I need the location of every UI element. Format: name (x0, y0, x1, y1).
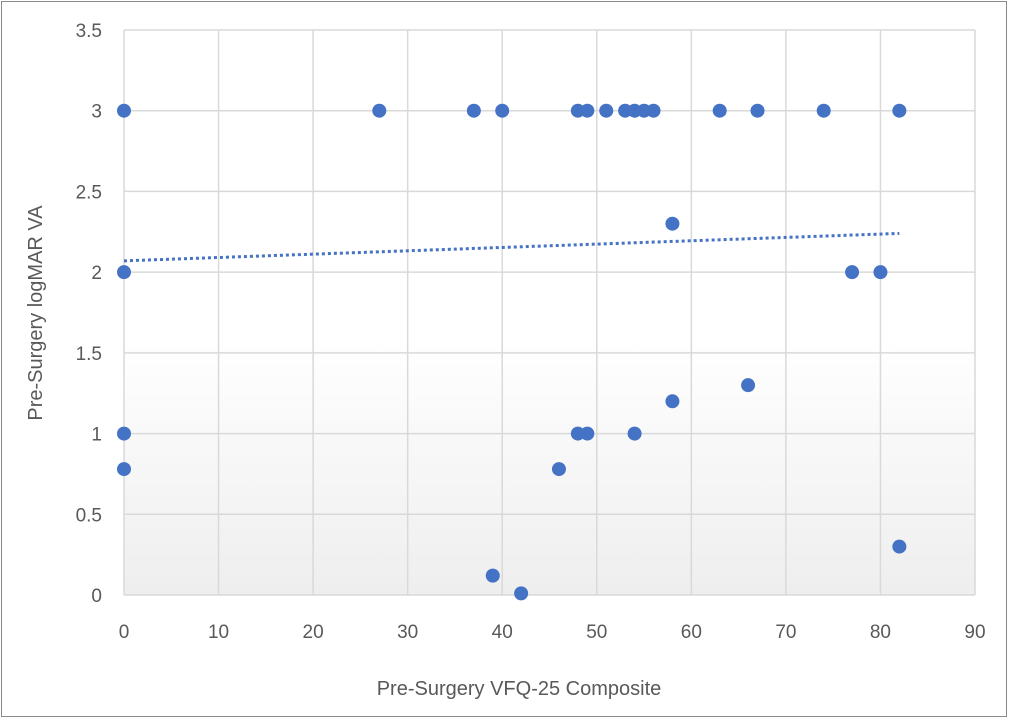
tick-labels: 0 0.5 1 1.5 2 2.5 3 3.5 0 10 20 30 40 50 60 70 80 90 (76, 21, 986, 643)
y-tick-label: 2.5 (76, 182, 102, 203)
data-point (580, 103, 595, 118)
gridlines (123, 29, 976, 596)
data-point (466, 103, 481, 118)
data-points (117, 103, 907, 601)
data-point (551, 462, 566, 477)
data-point (816, 103, 831, 118)
x-tick-label: 10 (208, 622, 229, 643)
plot-area (124, 30, 975, 595)
x-axis-title: Pre-Surgery VFQ-25 Composite (377, 678, 662, 700)
x-tick-label: 80 (870, 622, 891, 643)
data-point (892, 539, 907, 554)
data-point (750, 103, 765, 118)
data-point (495, 103, 510, 118)
y-tick-label: 0 (91, 586, 102, 607)
x-tick-label: 30 (397, 622, 418, 643)
data-point (845, 265, 860, 280)
x-tick-label: 60 (681, 622, 702, 643)
data-point (372, 103, 387, 118)
y-axis-title: Pre-Surgery logMAR VA (25, 205, 47, 421)
x-tick-label: 90 (964, 622, 985, 643)
y-tick-label: 0.5 (76, 505, 102, 526)
x-tick-label: 0 (119, 622, 130, 643)
data-point (892, 103, 907, 118)
y-tick-label: 1 (91, 425, 102, 446)
y-tick-label: 1.5 (76, 344, 102, 365)
data-point (665, 394, 680, 409)
data-point (117, 426, 131, 441)
x-tick-label: 50 (586, 622, 607, 643)
data-point (117, 265, 131, 280)
y-tick-label: 3 (91, 102, 102, 123)
data-point (117, 462, 131, 477)
data-point (873, 265, 888, 280)
x-tick-label: 20 (303, 622, 324, 643)
data-point (599, 103, 614, 118)
data-point (627, 426, 642, 441)
y-tick-label: 3.5 (76, 21, 102, 42)
data-point (580, 426, 595, 441)
data-point (117, 103, 131, 118)
data-point (485, 568, 500, 583)
x-tick-label: 70 (775, 622, 796, 643)
data-point (646, 103, 661, 118)
data-point (665, 216, 680, 231)
data-point (741, 378, 756, 393)
x-tick-label: 40 (492, 622, 513, 643)
y-tick-label: 2 (91, 263, 102, 284)
data-point (712, 103, 727, 118)
data-point (514, 586, 529, 601)
